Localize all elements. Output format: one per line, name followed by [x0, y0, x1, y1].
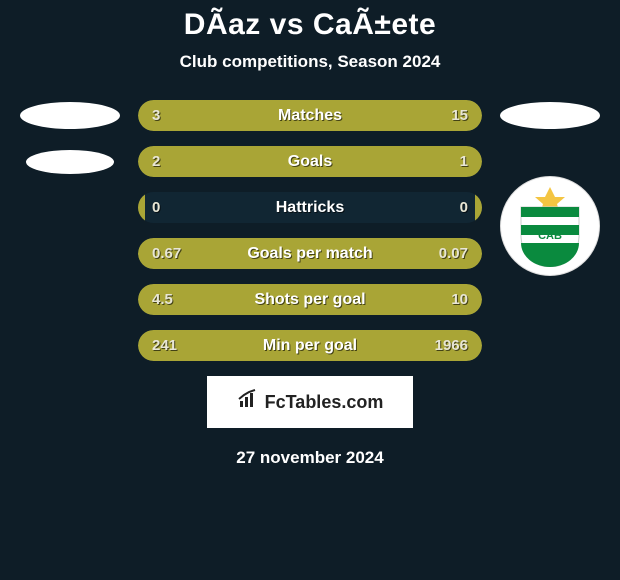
player-avatar-placeholder — [26, 150, 114, 174]
stat-bar: 0.670.07Goals per match — [138, 238, 482, 269]
comparison-card: DÃ­az vs CaÃ±ete Club competitions, Seas… — [0, 0, 620, 580]
stat-bar: 21Goals — [138, 146, 482, 177]
brand-text: FcTables.com — [265, 392, 384, 413]
subtitle: Club competitions, Season 2024 — [0, 52, 620, 72]
brand-box[interactable]: FcTables.com — [207, 376, 413, 428]
stat-label: Goals — [138, 153, 482, 171]
club-badge: CAB — [500, 176, 600, 276]
stat-bar: 315Matches — [138, 100, 482, 131]
footer-date: 27 november 2024 — [0, 448, 620, 468]
stat-row: 315Matches — [0, 100, 620, 131]
stat-row: 21Goals — [0, 146, 620, 177]
player-avatar-placeholder — [20, 102, 120, 129]
stat-label: Goals per match — [138, 245, 482, 263]
stat-label: Shots per goal — [138, 291, 482, 309]
right-avatar-slot — [500, 102, 600, 129]
brand-chart-icon — [237, 389, 261, 415]
stat-label: Matches — [138, 107, 482, 125]
stat-label: Min per goal — [138, 337, 482, 355]
left-avatar-slot — [20, 150, 120, 174]
svg-text:CAB: CAB — [538, 230, 562, 242]
left-avatar-slot — [20, 102, 120, 129]
page-title: DÃ­az vs CaÃ±ete — [0, 8, 620, 42]
stat-bar: 00Hattricks — [138, 192, 482, 223]
stat-row: 2411966Min per goal — [0, 330, 620, 361]
player-avatar-placeholder — [500, 102, 600, 129]
stat-bar: 2411966Min per goal — [138, 330, 482, 361]
stat-bar: 4.510Shots per goal — [138, 284, 482, 315]
stat-label: Hattricks — [138, 199, 482, 217]
club-badge-svg: CAB — [513, 185, 587, 267]
stat-row: 4.510Shots per goal — [0, 284, 620, 315]
